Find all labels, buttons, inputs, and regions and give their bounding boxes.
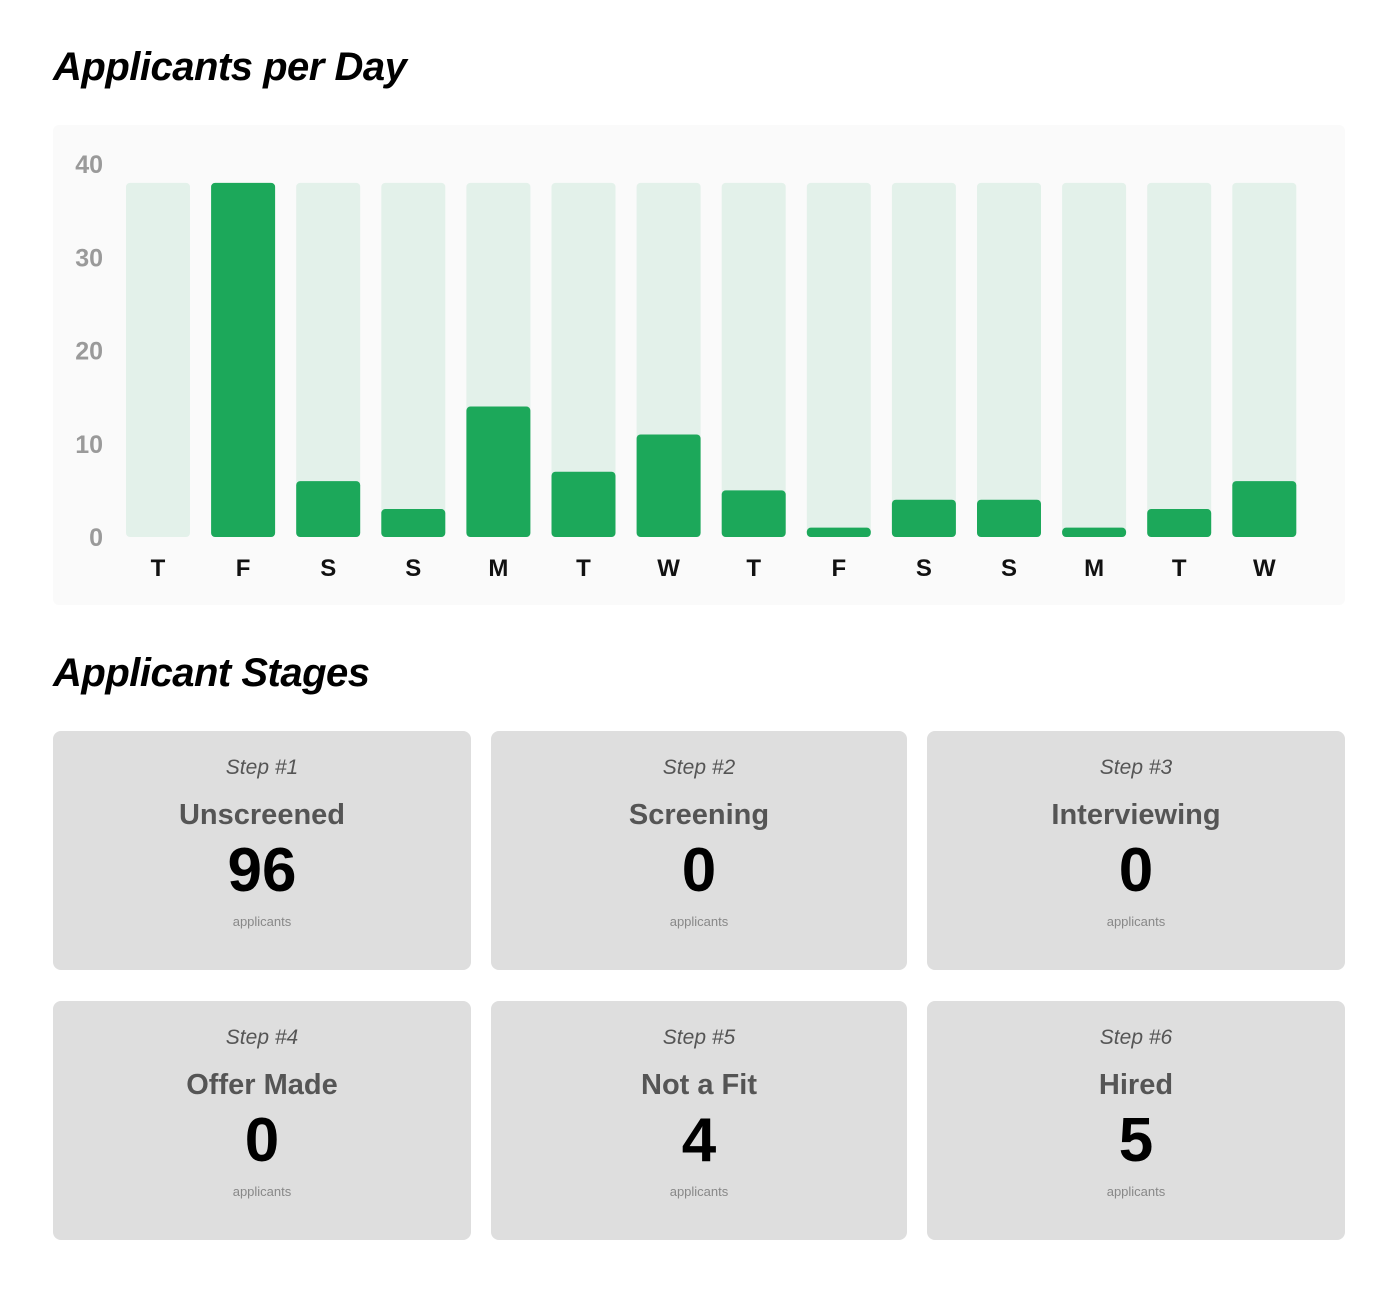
stage-count: 5 — [1118, 1106, 1154, 1175]
stage-count: 96 — [227, 836, 297, 905]
bar-track — [126, 182, 190, 537]
stage-name: Screening — [628, 799, 770, 831]
stage-name: Unscreened — [178, 799, 345, 831]
x-tick-label: T — [746, 555, 761, 582]
stage-count: 4 — [681, 1106, 717, 1175]
applicants-per-day-chart: 0 10 20 30 40 T F S S M T W T F S S M T W — [53, 125, 1345, 605]
x-tick-label: F — [236, 555, 251, 582]
x-tick-label: T — [1172, 555, 1187, 582]
bar[interactable] — [381, 509, 446, 537]
bar-track — [296, 182, 361, 537]
stage-unit: applicants — [1106, 914, 1166, 929]
x-tick-label: M — [1084, 555, 1104, 582]
x-tick-label: T — [576, 555, 591, 582]
stage-step-label: Step #5 — [662, 1026, 736, 1049]
bar[interactable] — [466, 406, 531, 537]
bar[interactable] — [551, 471, 616, 537]
bar[interactable] — [636, 434, 701, 537]
bar[interactable] — [1147, 509, 1212, 537]
stage-name: Interviewing — [1051, 799, 1221, 831]
bar-track — [1062, 182, 1127, 537]
x-tick-label: S — [1001, 555, 1017, 582]
x-tick-label: W — [657, 555, 680, 582]
stage-count: 0 — [681, 836, 717, 905]
x-tick-label: F — [831, 555, 846, 582]
stages-section-title: Applicant Stages — [53, 651, 370, 695]
bar-track — [721, 182, 786, 537]
stage-unit: applicants — [232, 1184, 292, 1199]
x-tick-label: W — [1253, 555, 1276, 582]
stage-card-unscreened[interactable]: Step #1 Unscreened 96 applicants — [53, 731, 471, 970]
bar-track — [381, 182, 446, 537]
stage-unit: applicants — [232, 914, 292, 929]
x-tick-label: S — [320, 555, 336, 582]
stage-name: Not a Fit — [641, 1069, 757, 1101]
bar[interactable] — [1062, 527, 1127, 537]
bar-track — [1147, 182, 1212, 537]
bar[interactable] — [806, 527, 871, 537]
y-tick-label: 20 — [75, 338, 103, 366]
bar-track — [806, 182, 871, 537]
y-tick-label: 10 — [75, 431, 103, 459]
stage-card-offer-made[interactable]: Step #4 Offer Made 0 applicants — [53, 1001, 471, 1240]
stage-unit: applicants — [669, 914, 729, 929]
bar-track — [1232, 182, 1297, 537]
stage-card-interviewing[interactable]: Step #3 Interviewing 0 applicants — [927, 731, 1345, 970]
x-tick-label: M — [488, 555, 508, 582]
x-tick-label: S — [405, 555, 421, 582]
bar[interactable] — [977, 499, 1041, 537]
stage-step-label: Step #4 — [225, 1026, 299, 1049]
stage-card-not-a-fit[interactable]: Step #5 Not a Fit 4 applicants — [491, 1001, 907, 1240]
bar[interactable] — [721, 490, 786, 537]
stages-grid: Step #1 Unscreened 96 applicants Step #2… — [53, 731, 1345, 1240]
stage-unit: applicants — [1106, 1184, 1166, 1199]
bar-chart-svg: 0 10 20 30 40 T F S S M T W T F S S M T W — [75, 151, 1297, 582]
bar-track — [977, 182, 1041, 537]
stage-card-hired[interactable]: Step #6 Hired 5 applicants — [927, 1001, 1345, 1240]
stage-name: Hired — [1098, 1069, 1174, 1101]
stage-step-label: Step #3 — [1099, 756, 1173, 779]
y-tick-label: 30 — [75, 244, 103, 272]
y-tick-label: 0 — [89, 524, 103, 552]
bar-track — [551, 182, 616, 537]
stage-step-label: Step #2 — [662, 756, 736, 779]
stage-unit: applicants — [669, 1184, 729, 1199]
stage-step-label: Step #1 — [225, 756, 299, 779]
bar[interactable] — [211, 182, 276, 537]
bar[interactable] — [1232, 481, 1297, 537]
stage-count: 0 — [244, 1106, 280, 1175]
bar[interactable] — [296, 481, 361, 537]
stage-step-label: Step #6 — [1099, 1026, 1173, 1049]
y-tick-label: 40 — [75, 151, 103, 179]
stage-name: Offer Made — [186, 1069, 338, 1101]
stage-card-screening[interactable]: Step #2 Screening 0 applicants — [491, 731, 907, 970]
bar-track — [891, 182, 956, 537]
x-tick-label: S — [916, 555, 932, 582]
stage-count: 0 — [1118, 836, 1154, 905]
bar[interactable] — [891, 499, 956, 537]
chart-section-title: Applicants per Day — [53, 45, 407, 89]
x-tick-label: T — [151, 555, 166, 582]
